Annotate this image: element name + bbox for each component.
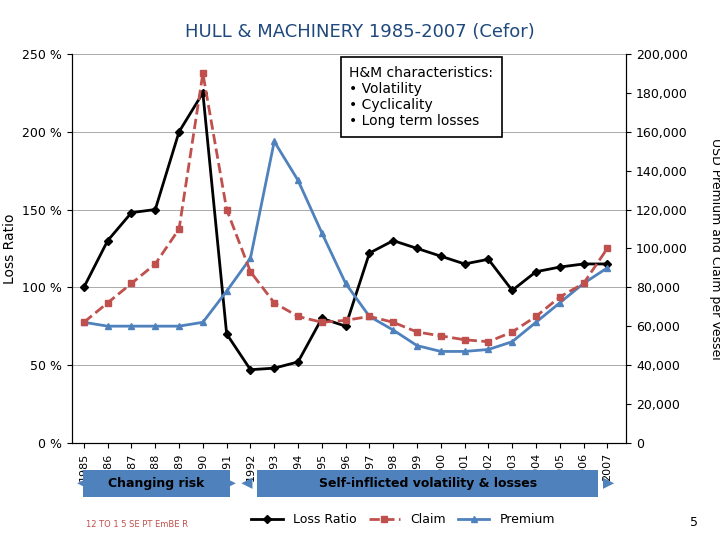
Text: 5: 5 bbox=[690, 516, 698, 529]
Text: Self-inflicted volatility & losses: Self-inflicted volatility & losses bbox=[319, 477, 537, 490]
Text: H&M characteristics:
• Volatility
• Cyclicality
• Long term losses: H&M characteristics: • Volatility • Cycl… bbox=[349, 66, 493, 129]
Text: Changing risk: Changing risk bbox=[108, 477, 204, 490]
Text: 12 TO 1 5 SE PT EmBE R: 12 TO 1 5 SE PT EmBE R bbox=[86, 520, 189, 529]
Text: HULL & MACHINERY 1985-2007 (Cefor): HULL & MACHINERY 1985-2007 (Cefor) bbox=[185, 23, 535, 42]
Legend: Loss Ratio, Claim, Premium: Loss Ratio, Claim, Premium bbox=[246, 508, 560, 531]
Y-axis label: USD Premium and Claim per Vessel: USD Premium and Claim per Vessel bbox=[708, 138, 720, 359]
Y-axis label: Loss Ratio: Loss Ratio bbox=[3, 213, 17, 284]
